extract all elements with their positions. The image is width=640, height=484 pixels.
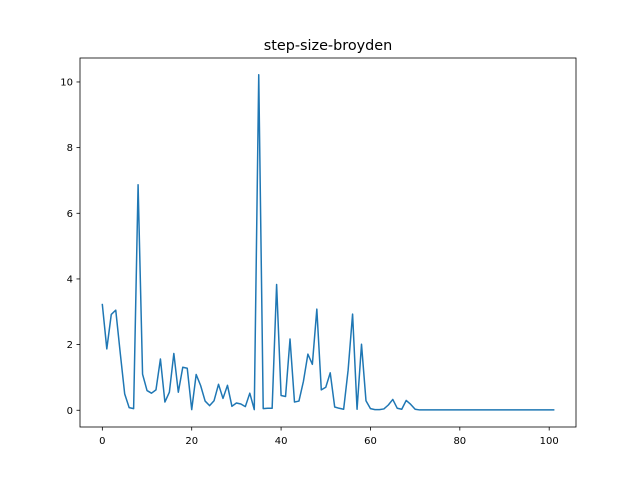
y-tick-label: 2 — [67, 340, 73, 351]
y-tick-label: 4 — [67, 274, 73, 285]
x-tick-label: 60 — [364, 436, 377, 447]
y-tick-label: 10 — [60, 77, 73, 88]
x-tick-label: 0 — [99, 436, 105, 447]
plot-area — [101, 73, 555, 411]
x-tick-label: 100 — [540, 436, 559, 447]
y-tick-label: 8 — [67, 143, 73, 154]
axes: 0 20 40 60 80 100 0 2 4 6 8 10 — [60, 57, 577, 447]
chart-title: step-size-broyden — [264, 38, 393, 54]
y-tick-label: 0 — [67, 406, 73, 417]
y-tick-label: 6 — [67, 209, 73, 220]
axes-frame — [79, 57, 577, 428]
x-tick-label: 40 — [275, 436, 288, 447]
series-line-0 — [101, 73, 555, 411]
x-tick-label: 80 — [453, 436, 466, 447]
x-tick-label: 20 — [185, 436, 198, 447]
